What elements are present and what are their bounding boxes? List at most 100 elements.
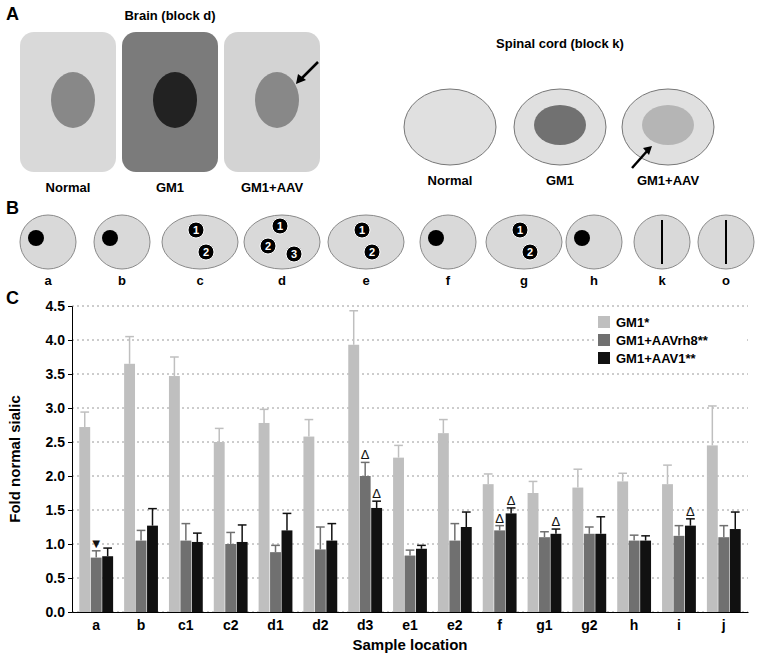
error-bar <box>193 533 202 542</box>
site-number: 3 <box>291 248 297 260</box>
series <box>79 311 717 612</box>
error-bar <box>260 409 269 423</box>
label: b <box>118 273 126 288</box>
label: a <box>44 273 52 288</box>
brain-slice <box>486 215 562 269</box>
annotation: ▼ <box>90 536 103 551</box>
arrow-head <box>296 74 306 84</box>
error-bar-stem <box>95 551 97 558</box>
x-tick: g1 <box>536 612 553 633</box>
label: k <box>658 273 666 288</box>
bar <box>685 526 696 612</box>
error-bar-cap <box>103 547 112 549</box>
error-bar-cap <box>675 525 684 527</box>
sample-site <box>512 222 528 238</box>
brain-slice <box>698 215 754 269</box>
legend-swatch <box>598 334 610 346</box>
bar <box>640 541 651 612</box>
y-tick-label: 2.5 <box>46 434 66 450</box>
y-tick-label: 4.0 <box>46 332 66 348</box>
error-bar-stem <box>532 481 534 493</box>
x-tick-label: g1 <box>536 617 553 633</box>
sample-site <box>198 244 214 260</box>
brain-region <box>51 72 95 128</box>
brain-section <box>20 32 116 172</box>
y-tick: 2.0 <box>46 468 72 484</box>
y-tick-label: 1.5 <box>46 502 66 518</box>
error-bar-cap <box>529 481 538 483</box>
error-bar-stem <box>129 337 131 364</box>
error-bar-cap <box>215 428 224 430</box>
bar <box>707 445 718 612</box>
error-bar-stem <box>723 526 725 538</box>
x-tick-label: g2 <box>581 617 598 633</box>
brain-slice <box>328 215 404 269</box>
error-bar-stem <box>241 525 243 542</box>
sample-site <box>364 244 380 260</box>
y-tick-mark <box>68 544 72 545</box>
arrow-head <box>643 146 652 155</box>
error-bar-cap <box>484 473 493 475</box>
legend-label: GM1* <box>616 315 650 330</box>
grid-line <box>72 374 748 375</box>
annotation: Δ <box>372 486 381 501</box>
annotation: Δ <box>507 493 516 508</box>
series <box>102 501 740 612</box>
error-bar <box>439 420 448 434</box>
sample-site <box>188 222 204 238</box>
error-bar-stem <box>185 524 187 541</box>
x-tick-label: b <box>137 617 146 633</box>
y-tick-label: 2.0 <box>46 468 66 484</box>
error-bar <box>394 445 403 457</box>
bar <box>405 556 416 612</box>
error-bar-stem <box>353 311 355 345</box>
error-bar <box>406 550 415 555</box>
cord-grey-matter <box>534 105 586 145</box>
bar <box>506 513 517 612</box>
label: d <box>278 273 286 288</box>
error-bar <box>148 509 157 526</box>
label: e <box>362 273 369 288</box>
y-tick-label: 1.0 <box>46 536 66 552</box>
error-bar-cap <box>182 523 191 525</box>
label: C <box>6 288 19 308</box>
error-bar <box>495 526 504 531</box>
error-bar-cap <box>148 508 157 510</box>
bar <box>393 458 404 612</box>
panel-b: Bab12c132d12ef12ghko <box>6 198 754 288</box>
error-bar <box>316 527 325 549</box>
bar <box>629 541 640 612</box>
y-tick: 0.5 <box>46 570 72 586</box>
plot: ▼ΔΔΔΔΔΔ0.00.51.01.52.02.53.03.54.04.5abc… <box>46 298 749 633</box>
bar <box>528 493 539 612</box>
error-bar-cap <box>450 523 459 525</box>
bar <box>438 433 449 612</box>
y-tick: 0.0 <box>46 604 72 620</box>
y-tick-mark <box>68 442 72 443</box>
x-tick: e2 <box>447 612 463 633</box>
midline <box>661 220 663 264</box>
error-bar-cap <box>170 356 179 358</box>
error-bar <box>327 524 336 541</box>
error-bar-cap <box>271 545 280 547</box>
arrow <box>632 150 648 168</box>
y-tick-mark <box>68 510 72 511</box>
error-bar-stem <box>230 532 232 544</box>
error-bar-stem <box>409 550 411 555</box>
legend-label: GM1+AAVrh8** <box>616 333 709 348</box>
site-number: 2 <box>203 246 209 258</box>
x-tick-label: d3 <box>357 617 374 633</box>
y-axis: 0.00.51.01.52.02.53.03.54.04.5 <box>46 298 73 620</box>
bar <box>192 542 203 612</box>
error-bar-stem <box>735 512 737 529</box>
error-bar <box>182 524 191 541</box>
x-tick-label: c1 <box>178 617 194 633</box>
label: A <box>6 4 19 24</box>
bar <box>282 530 293 612</box>
y-tick-mark <box>68 476 72 477</box>
error-bar-stem <box>152 509 154 526</box>
y-tick-mark <box>68 408 72 409</box>
error-bar-stem <box>174 357 176 376</box>
site-number: 1 <box>517 224 523 236</box>
error-bar-stem <box>275 545 277 552</box>
